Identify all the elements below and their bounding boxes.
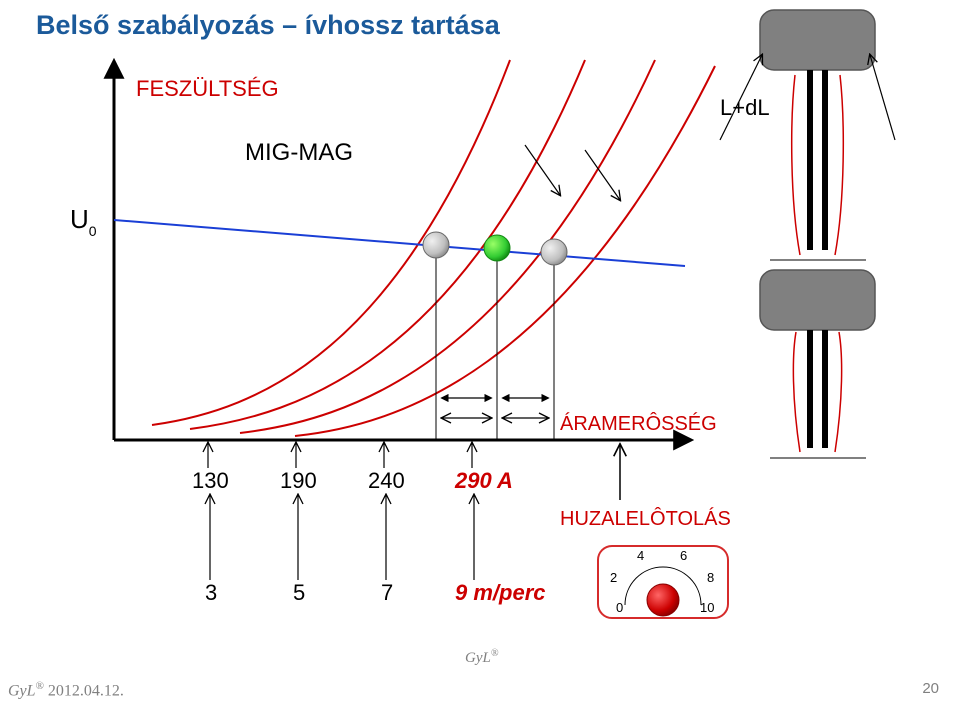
svg-text:4: 4 xyxy=(637,548,644,563)
red-curve xyxy=(190,60,585,429)
x-tick: 130 xyxy=(192,468,229,493)
footer-date: GyL® 2012.04.12. xyxy=(8,680,124,700)
page-number: 20 xyxy=(922,680,939,697)
diagram-canvas: FESZÜLTSÉG MIG-MAG U0 L+dL ÁRAMERÔSSÉG 1… xyxy=(0,0,959,710)
x-tick: 190 xyxy=(280,468,317,493)
x-axis-label: ÁRAMERÔSSÉG xyxy=(560,412,717,435)
y-axis-label: FESZÜLTSÉG xyxy=(136,76,279,101)
u0-label: U0 xyxy=(70,204,97,239)
mperc-tick: 7 xyxy=(381,580,393,605)
x-tick: 290 A xyxy=(454,468,513,493)
range-arrow xyxy=(585,150,620,200)
svg-text:2: 2 xyxy=(610,570,617,585)
x-tick: 240 xyxy=(368,468,405,493)
mperc-tick: 5 xyxy=(293,580,305,605)
torch-upper xyxy=(720,10,895,260)
mperc-tick: 3 xyxy=(205,580,217,605)
svg-text:0: 0 xyxy=(616,600,623,615)
node-green xyxy=(484,235,510,261)
mperc-tick: 9 m/perc xyxy=(455,580,546,605)
blue-line xyxy=(114,220,685,266)
node-grey xyxy=(423,232,449,258)
footer-center: GyL® xyxy=(465,648,498,667)
torch-lower xyxy=(760,270,875,458)
dial: 0 2 4 6 8 10 xyxy=(598,546,728,618)
plot-label: MIG-MAG xyxy=(245,139,353,166)
ldl-label: L+dL xyxy=(720,95,770,120)
red-curve xyxy=(152,60,510,425)
node-grey xyxy=(541,239,567,265)
svg-text:8: 8 xyxy=(707,570,714,585)
wire-feed-label: HUZALELÔTOLÁS xyxy=(560,507,731,530)
svg-text:10: 10 xyxy=(700,600,714,615)
svg-text:6: 6 xyxy=(680,548,687,563)
